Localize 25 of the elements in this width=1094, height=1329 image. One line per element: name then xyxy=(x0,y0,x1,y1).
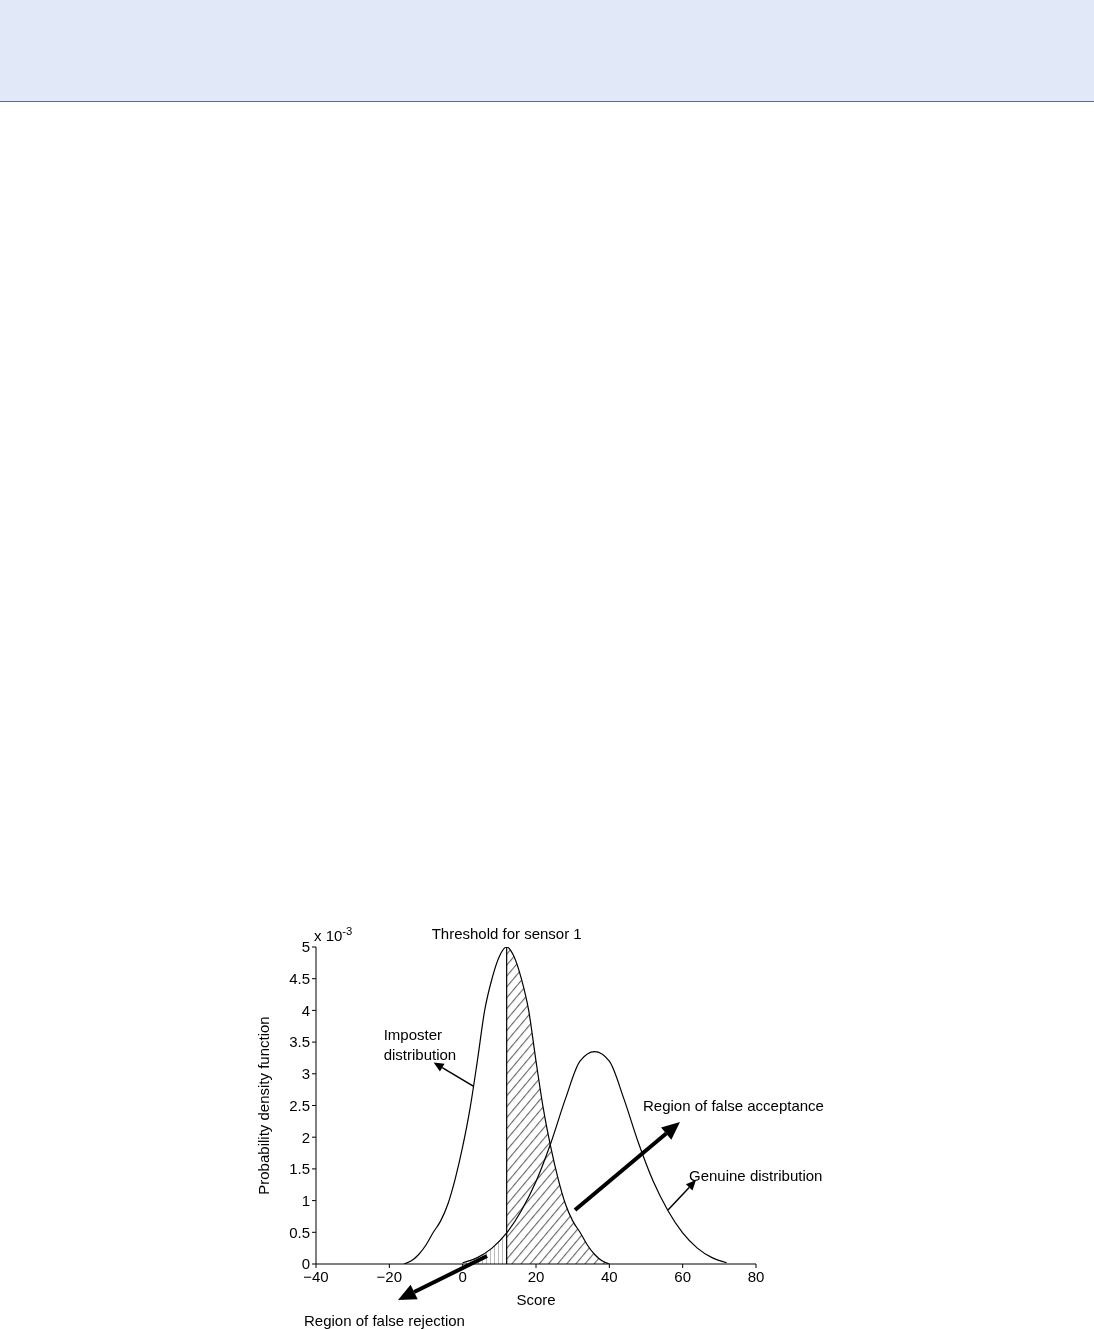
x-tick-label: 20 xyxy=(527,1267,545,1285)
x-tick-label: −20 xyxy=(376,1267,403,1285)
x-tick-label: 60 xyxy=(674,1267,692,1285)
y-tick-label: 0 xyxy=(301,1255,310,1273)
y-tick-label: 3 xyxy=(301,1065,310,1083)
annotation: Imposter distribution xyxy=(383,1026,457,1064)
y-tick-label: 4 xyxy=(301,1001,310,1019)
y-tick-label: 1 xyxy=(301,1191,310,1209)
x-axis-title: Score xyxy=(516,1291,556,1308)
annotation: Genuine distribution xyxy=(689,1167,823,1185)
x-tick-label: 40 xyxy=(600,1267,618,1285)
y-tick-label: 5 xyxy=(301,938,310,956)
y-tick-label: 2.5 xyxy=(289,1096,310,1114)
text: x 10$^{-3}$ xyxy=(314,925,353,944)
y-tick-label: 1.5 xyxy=(289,1160,310,1178)
x-tick-label: 0 xyxy=(458,1267,467,1285)
y-tick-label: 3.5 xyxy=(289,1033,310,1051)
y-tick-label: 4.5 xyxy=(289,970,310,988)
annotation: Region of false acceptance xyxy=(643,1097,824,1114)
y-tick-label: 0.5 xyxy=(289,1223,310,1241)
y-axis-title: Probability density function xyxy=(255,1016,273,1195)
ref-line-label: Threshold for sensor 1 xyxy=(431,925,582,942)
text: Region of false rejection xyxy=(304,1312,465,1329)
x-tick-label: 80 xyxy=(747,1267,765,1285)
y-tick-label: 2 xyxy=(301,1128,310,1146)
